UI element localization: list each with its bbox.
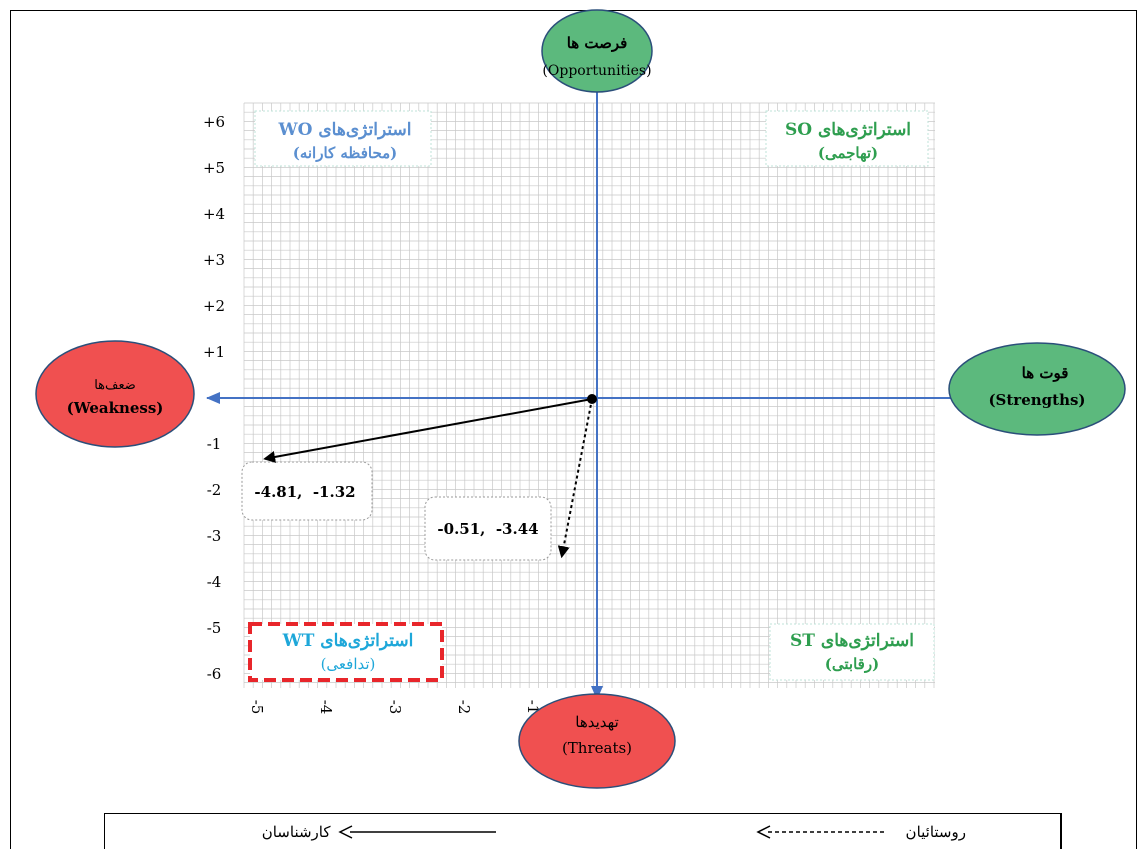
point-label-experts: -4.81, -1.32 [241,461,373,521]
opportunities-label-en: (Opportunities) [542,63,651,79]
weakness-label-fa: ضعف‌ها [94,378,136,393]
figure-frame [10,10,1137,849]
legend-villagers-label: روستائیان [905,823,966,841]
villagers-vector [557,398,593,559]
opportunities-node: فرصت ها (Opportunities) [541,9,653,93]
weakness-node: ضعف‌ها (Weakness) [35,340,195,448]
x-axis-arrow-left [206,392,220,404]
quadrant-so: استراتژی‌های SO (تهاجمی) [765,110,929,167]
quadrant-st-title: استراتژی‌های ST [790,631,914,651]
x-tick-label: -4 [317,700,335,715]
threats-label-en: (Threats) [562,739,632,757]
x-tick-label: -5 [248,700,266,715]
quadrant-wt-title: استراتژی‌های WT [282,631,414,651]
legend-experts-label: کارشناسان [261,823,331,841]
x-tick-labels: -5 -4 -3 -2 -1 [248,700,542,715]
y-tick-label: -2 [207,481,222,499]
quadrant-st: استراتژی‌های ST (رقابتی) [769,623,935,681]
legend-cell-experts: کارشناسان [105,814,583,849]
quadrant-wo-title: استراتژی‌های WO [278,120,412,140]
strengths-label-fa: قوت ها [1022,364,1069,382]
y-tick-label: -6 [207,665,222,683]
opportunities-label-fa: فرصت ها [567,34,628,52]
weakness-label-en: (Weakness) [67,399,164,417]
experts-vector [263,398,593,463]
y-axis-arrow-down [591,686,603,700]
legend-solid-arrow-icon [337,825,496,839]
y-tick-label: +2 [203,297,225,315]
origin-point [587,394,597,404]
quadrant-wt-subtitle: (تدافعی) [321,655,376,673]
y-tick-label: +6 [203,113,225,131]
quadrant-so-subtitle: (تهاجمی) [818,144,878,162]
x-tick-label: -2 [455,700,473,715]
strengths-node: قوت ها (Strengths) [948,342,1126,436]
legend-dotted-arrow-icon [756,825,884,839]
quadrant-wt: استراتژی‌های WT (تدافعی) [248,622,444,682]
threats-label-fa: تهدیدها [575,713,619,731]
point-label-villagers: -0.51, -3.44 [424,496,552,561]
x-tick-label: -3 [386,700,404,715]
y-tick-labels: +6 +5 +4 +3 +2 +1 -1 -2 -3 -4 -5 -6 [203,113,225,683]
quadrant-so-title: استراتژی‌های SO [785,120,911,140]
point-label-experts-text: -4.81, -1.32 [254,483,355,501]
y-tick-label: -4 [207,573,222,591]
quadrant-wo-subtitle: (محافظه کارانه) [293,144,398,162]
threats-node: تهدیدها (Threats) [518,693,676,789]
strengths-label-en: (Strengths) [988,391,1085,409]
point-label-villagers-text: -0.51, -3.44 [437,520,538,538]
y-tick-label: +1 [203,343,225,361]
legend-cell-villagers: روستائیان [583,814,1061,849]
y-tick-label: -5 [207,619,222,637]
quadrant-wo: استراتژی‌های WO (محافظه کارانه) [254,110,432,167]
quadrant-st-subtitle: (رقابتی) [825,655,879,673]
y-tick-label: +5 [203,159,225,177]
y-tick-label: +4 [203,205,225,223]
y-tick-label: -3 [207,527,222,545]
legend-table: کارشناسان روستائیان [104,813,1062,849]
y-tick-label: +3 [203,251,225,269]
series-layer [263,398,593,559]
y-tick-label: -1 [207,435,222,453]
